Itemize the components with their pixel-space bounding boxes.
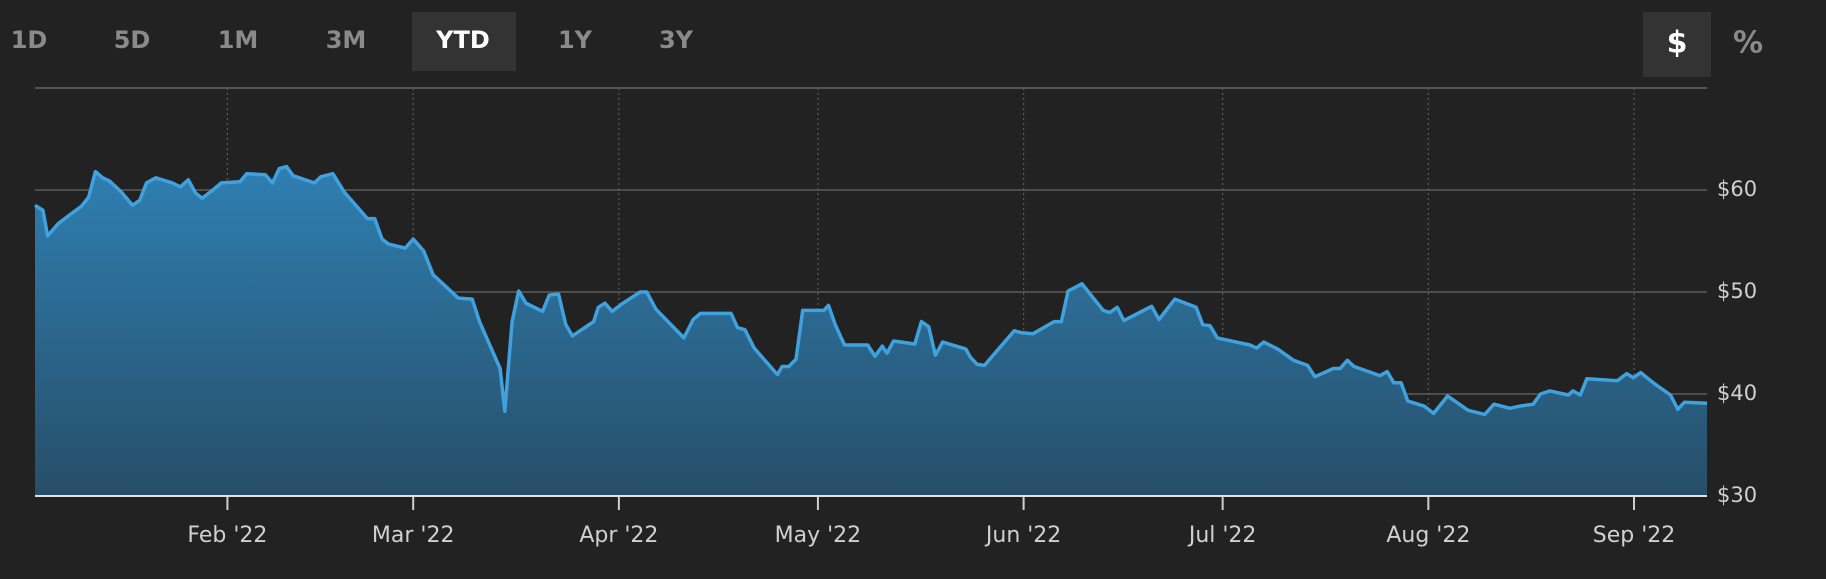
x-tick-label: Aug '22 xyxy=(1386,523,1470,548)
active-unit-bg xyxy=(1643,12,1711,77)
range-tab[interactable]: 3M xyxy=(326,26,367,54)
active-tab-bg xyxy=(412,12,516,71)
x-tick-label: Apr '22 xyxy=(579,523,658,548)
area-fill xyxy=(35,166,1707,496)
range-tab[interactable]: 1D xyxy=(11,26,48,54)
range-tab[interactable]: 1M xyxy=(218,26,259,54)
range-tab[interactable]: 5D xyxy=(114,26,151,54)
price-line xyxy=(34,164,1708,417)
x-tick-label: Feb '22 xyxy=(187,523,267,548)
y-tick-label: $40 xyxy=(1717,381,1757,405)
range-tab[interactable]: YTD xyxy=(435,26,490,54)
x-tick-label: Mar '22 xyxy=(372,523,455,548)
range-tab[interactable]: 1Y xyxy=(558,26,593,54)
x-tick-label: Jul '22 xyxy=(1187,523,1257,548)
unit-toggle[interactable]: $ xyxy=(1667,26,1688,61)
y-tick-label: $60 xyxy=(1717,177,1757,201)
x-tick-label: May '22 xyxy=(775,523,862,548)
x-tick-label: Sep '22 xyxy=(1593,523,1676,548)
x-tick-label: Jun '22 xyxy=(984,523,1061,548)
y-tick-label: $30 xyxy=(1717,483,1757,507)
y-tick-label: $50 xyxy=(1717,279,1757,303)
unit-toggle[interactable]: % xyxy=(1733,26,1763,61)
range-tab[interactable]: 3Y xyxy=(659,26,694,54)
